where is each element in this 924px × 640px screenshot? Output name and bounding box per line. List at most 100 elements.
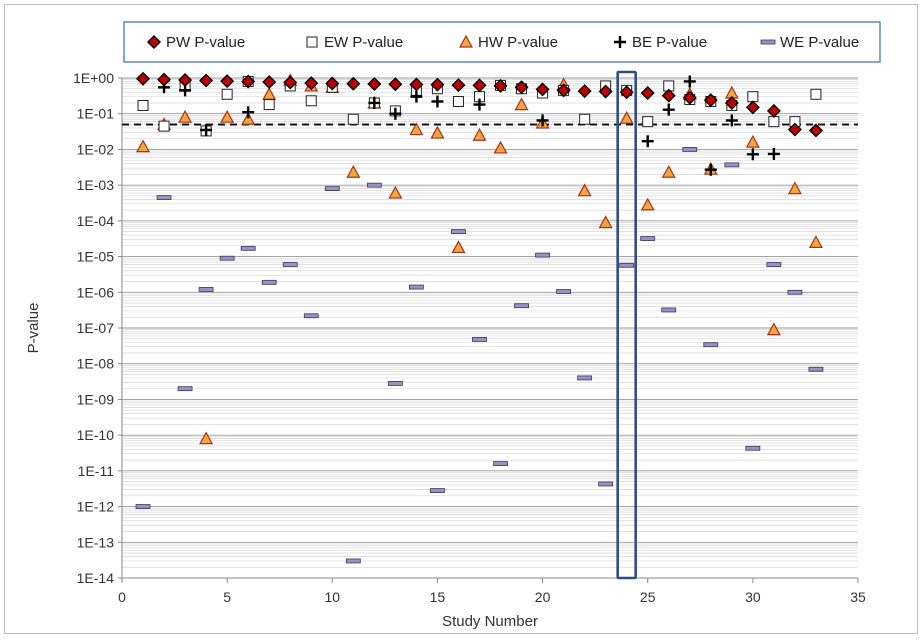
y-tick-label: 1E-03 bbox=[77, 177, 115, 193]
y-tick-label: 1E-01 bbox=[77, 106, 115, 122]
ew-p-value-point bbox=[137, 99, 149, 111]
y-tick-label: 1E-14 bbox=[77, 570, 115, 586]
hw-p-value-point bbox=[745, 134, 760, 148]
we-p-value-point bbox=[766, 262, 782, 267]
hw-p-value-point bbox=[136, 139, 151, 153]
hw-p-value-point bbox=[514, 97, 529, 111]
ew-p-value-point bbox=[305, 95, 317, 107]
ew-p-value-point bbox=[642, 116, 654, 128]
pw-p-value-point bbox=[598, 84, 613, 99]
we-p-value-point bbox=[303, 313, 319, 319]
highlight-box bbox=[616, 70, 637, 580]
legend-label-pw-p-value: PW P-value bbox=[166, 34, 245, 51]
y-tick-label: 1E-12 bbox=[77, 499, 115, 515]
y-axis-title: P-value bbox=[25, 303, 42, 354]
y-tick-label: 1E-04 bbox=[77, 213, 115, 229]
legend-label-ew-p-value: EW P-value bbox=[324, 34, 403, 51]
be-p-value-point bbox=[746, 148, 759, 161]
we-p-value-point bbox=[514, 303, 529, 309]
x-tick-label: 10 bbox=[324, 589, 340, 605]
y-axis-ticks: 1E+00 1E-01 1E-02 1E-03 1E-04 1E-05 1E-06 1E-07… bbox=[73, 70, 122, 586]
y-tick-label: 1E-10 bbox=[77, 427, 115, 443]
we-p-value-point bbox=[387, 381, 403, 386]
pw-p-value-point bbox=[430, 77, 445, 92]
hw-p-value-point bbox=[199, 431, 214, 445]
legend-marker-we-p-value bbox=[760, 39, 776, 45]
hw-p-value-point bbox=[220, 109, 235, 123]
we-p-value-point bbox=[598, 481, 614, 487]
ew-p-value-point bbox=[158, 120, 170, 132]
pw-p-value-point bbox=[157, 72, 172, 87]
pw-p-value-point bbox=[556, 83, 571, 98]
hw-p-value-point bbox=[409, 122, 424, 136]
pw-p-value-point bbox=[199, 73, 214, 88]
we-p-value-point bbox=[472, 336, 487, 342]
pw-p-value-point bbox=[178, 72, 193, 87]
y-tick-label: 1E-05 bbox=[77, 249, 115, 265]
we-p-value-point bbox=[240, 245, 256, 251]
x-axis-ticks: 0 5 10 15 20 25 30 35 bbox=[118, 578, 866, 605]
legend-label-we-p-value: WE P-value bbox=[780, 34, 859, 51]
hw-p-value-point bbox=[430, 125, 445, 139]
pw-p-value-point bbox=[703, 93, 718, 108]
be-p-value-point bbox=[662, 103, 675, 116]
pw-p-value-point bbox=[493, 78, 508, 93]
legend-marker-pw-p-value bbox=[147, 35, 161, 49]
pw-p-value-point bbox=[409, 77, 424, 92]
hw-p-value-point bbox=[472, 127, 487, 141]
x-tick-label: 35 bbox=[850, 589, 866, 605]
ew-p-value-point bbox=[747, 91, 759, 103]
be-p-value-point bbox=[473, 98, 486, 111]
ew-p-value-point bbox=[452, 95, 464, 107]
y-tick-label: 1E-06 bbox=[77, 284, 115, 300]
be-p-value-point bbox=[431, 95, 444, 108]
x-tick-label: 5 bbox=[223, 589, 231, 605]
hw-p-value-point bbox=[493, 140, 508, 154]
highlight-rectangle bbox=[616, 70, 637, 580]
ew-p-value-point bbox=[221, 88, 233, 100]
ew-p-value-point bbox=[263, 99, 275, 111]
hw-p-value-point bbox=[787, 181, 802, 195]
be-p-value-point bbox=[242, 106, 255, 119]
pw-p-value-point bbox=[388, 77, 403, 92]
ew-p-value-point bbox=[768, 116, 780, 128]
hw-p-value-point bbox=[388, 185, 403, 199]
we-p-value-point bbox=[156, 195, 172, 200]
we-p-value-point bbox=[619, 262, 635, 268]
hw-p-value-point bbox=[661, 164, 676, 178]
pw-p-value-point bbox=[451, 78, 466, 93]
be-p-value-point bbox=[410, 90, 423, 103]
pw-p-value-point bbox=[787, 122, 802, 137]
legend-label-hw-p-value: HW P-value bbox=[478, 34, 558, 51]
be-p-value-point bbox=[767, 147, 780, 160]
hw-p-value-point bbox=[766, 322, 781, 336]
be-p-value-point bbox=[725, 114, 738, 127]
x-tick-label: 15 bbox=[430, 589, 446, 605]
pw-p-value-point bbox=[304, 76, 319, 91]
we-p-value-point bbox=[661, 307, 677, 313]
pw-p-value-point bbox=[325, 76, 340, 91]
legend-marker-hw-p-value bbox=[458, 34, 474, 48]
we-p-value-point bbox=[640, 236, 656, 241]
legend-marker-be-p-value bbox=[614, 36, 626, 48]
be-p-value-point bbox=[641, 135, 654, 148]
pw-p-value-point bbox=[262, 75, 277, 90]
pw-p-value-point bbox=[745, 100, 760, 115]
we-p-value-point bbox=[577, 375, 593, 381]
x-axis-title: Study Number bbox=[442, 613, 538, 630]
y-tick-label: 1E-08 bbox=[77, 356, 115, 372]
legend-marker-ew-p-value bbox=[306, 36, 318, 48]
hw-p-value-point bbox=[346, 164, 361, 178]
pw-p-value-point bbox=[682, 90, 697, 105]
pw-p-value-point bbox=[535, 82, 550, 97]
y-tick-label: 1E-13 bbox=[77, 534, 115, 550]
be-p-value-point bbox=[200, 123, 213, 136]
pw-p-value-point bbox=[367, 76, 382, 91]
be-p-value-point bbox=[368, 96, 381, 109]
we-p-value-point bbox=[408, 284, 424, 290]
hw-p-value-point bbox=[178, 109, 193, 123]
pw-p-value-point bbox=[220, 74, 235, 89]
we-p-value-point bbox=[177, 386, 193, 392]
be-p-value-point bbox=[536, 114, 549, 127]
